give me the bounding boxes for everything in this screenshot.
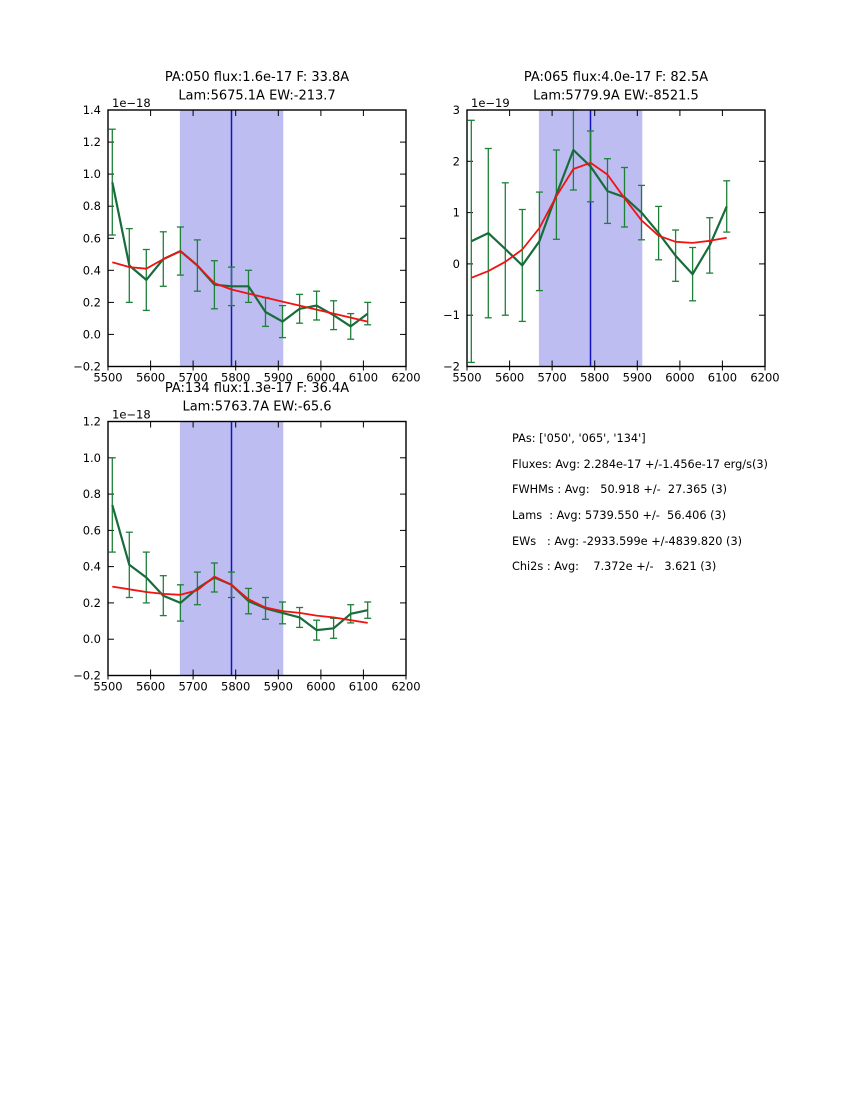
axes-frame — [107, 420, 407, 677]
svg-text:5700: 5700 — [178, 680, 207, 694]
fit-line — [112, 575, 368, 624]
svg-text:6100: 6100 — [349, 680, 378, 694]
svg-text:0.8: 0.8 — [83, 487, 101, 501]
svg-text:5600: 5600 — [136, 371, 165, 385]
svg-text:5900: 5900 — [264, 680, 293, 694]
svg-text:5800: 5800 — [221, 680, 250, 694]
svg-text:5900: 5900 — [623, 371, 652, 385]
svg-text:6200: 6200 — [750, 371, 779, 385]
stats-line-chi2s: Chi2s : Avg: 7.372e +/- 3.621 (3) — [512, 560, 717, 574]
svg-text:0.4: 0.4 — [83, 263, 101, 277]
stats-line-lams: Lams : Avg: 5739.550 +/- 56.406 (3) — [512, 509, 727, 523]
stats-line-fluxes: Fluxes: Avg: 2.284e-17 +/-1.456e-17 erg/… — [512, 457, 768, 471]
chart-pa134: 5500 5600 5700 5800 5900 6000 6100 6200 1.2 1.0 0.… — [73, 381, 421, 694]
y-offset-label: 1e−18 — [112, 408, 151, 422]
chart-pa050: 5500 5600 5700 5800 5900 6000 6100 6200 1.4 1.2 1.… — [73, 70, 421, 385]
svg-text:−2: −2 — [443, 360, 460, 374]
svg-text:1.0: 1.0 — [83, 451, 101, 465]
svg-text:−0.2: −0.2 — [73, 360, 101, 374]
svg-text:5800: 5800 — [580, 371, 609, 385]
svg-text:1.0: 1.0 — [83, 167, 101, 181]
svg-text:2: 2 — [453, 154, 460, 168]
svg-text:6200: 6200 — [391, 371, 420, 385]
axis-tick-labels: 5500 5600 5700 5800 5900 6000 6100 6200 1.2 1.0 0.… — [73, 415, 421, 694]
svg-text:0.0: 0.0 — [83, 632, 101, 646]
svg-text:6200: 6200 — [391, 680, 420, 694]
spectrum-line — [111, 181, 369, 328]
chart-pa065: 5500 5600 5700 5800 5900 6000 6100 6200 3 2 1 0 −1 −2… — [443, 70, 780, 385]
svg-text:0.8: 0.8 — [83, 199, 101, 213]
axis-tick-labels: 5500 5600 5700 5800 5900 6000 6100 6200 1.4 1.2 1.… — [73, 103, 421, 385]
svg-text:−1: −1 — [443, 308, 460, 322]
svg-text:1.2: 1.2 — [83, 135, 101, 149]
svg-text:−0.2: −0.2 — [73, 669, 101, 683]
svg-text:0.6: 0.6 — [83, 231, 101, 245]
stats-line-fwhms: FWHMs : Avg: 50.918 +/- 27.365 (3) — [512, 483, 728, 497]
chart-title-line2: Lam:5675.1A EW:-213.7 — [178, 89, 335, 104]
svg-text:0.6: 0.6 — [83, 523, 101, 537]
svg-text:0.2: 0.2 — [83, 295, 101, 309]
chart-title-line2: Lam:5779.9A EW:-8521.5 — [533, 89, 699, 104]
stats-panel: PAs: ['050', '065', '134'] Fluxes: Avg: … — [512, 431, 768, 585]
svg-text:0.0: 0.0 — [83, 327, 101, 341]
svg-text:6000: 6000 — [306, 371, 335, 385]
chart-title-line1: PA:134 flux:1.3e-17 F: 36.4A — [165, 381, 349, 396]
stats-line-ews: EWs : Avg: -2933.599e +/-4839.820 (3) — [512, 534, 743, 548]
svg-text:0.2: 0.2 — [83, 596, 101, 610]
svg-text:5700: 5700 — [178, 371, 207, 385]
chart-title-line1: PA:050 flux:1.6e-17 F: 33.8A — [165, 70, 349, 85]
chart-title-line1: PA:065 flux:4.0e-17 F: 82.5A — [524, 70, 708, 85]
svg-text:5600: 5600 — [136, 680, 165, 694]
svg-text:6000: 6000 — [306, 680, 335, 694]
axes-frame — [466, 109, 766, 368]
svg-text:5900: 5900 — [264, 371, 293, 385]
svg-text:1: 1 — [453, 206, 460, 220]
y-offset-label: 1e−18 — [112, 96, 151, 110]
svg-text:0: 0 — [453, 257, 460, 271]
svg-text:5700: 5700 — [537, 371, 566, 385]
svg-text:5600: 5600 — [495, 371, 524, 385]
y-offset-label: 1e−19 — [471, 96, 510, 110]
svg-text:0.4: 0.4 — [83, 560, 101, 574]
svg-text:5500: 5500 — [93, 371, 122, 385]
axis-tick-labels: 5500 5600 5700 5800 5900 6000 6100 6200 3 2 1 0 −1 −2 — [443, 103, 780, 385]
svg-text:5500: 5500 — [452, 371, 481, 385]
fit-line — [112, 250, 368, 323]
stats-line-pas: PAs: ['050', '065', '134'] — [512, 432, 646, 445]
svg-text:5500: 5500 — [93, 680, 122, 694]
svg-text:1.4: 1.4 — [83, 103, 101, 117]
svg-text:3: 3 — [453, 103, 460, 117]
svg-text:6100: 6100 — [349, 371, 378, 385]
chart-title-line2: Lam:5763.7A EW:-65.6 — [182, 400, 331, 415]
svg-text:5800: 5800 — [221, 371, 250, 385]
spectrum-line — [470, 148, 728, 276]
svg-text:1.2: 1.2 — [83, 415, 101, 429]
svg-text:6000: 6000 — [665, 371, 694, 385]
svg-text:6100: 6100 — [708, 371, 737, 385]
fit-line — [470, 161, 727, 279]
axes-frame — [107, 109, 407, 368]
